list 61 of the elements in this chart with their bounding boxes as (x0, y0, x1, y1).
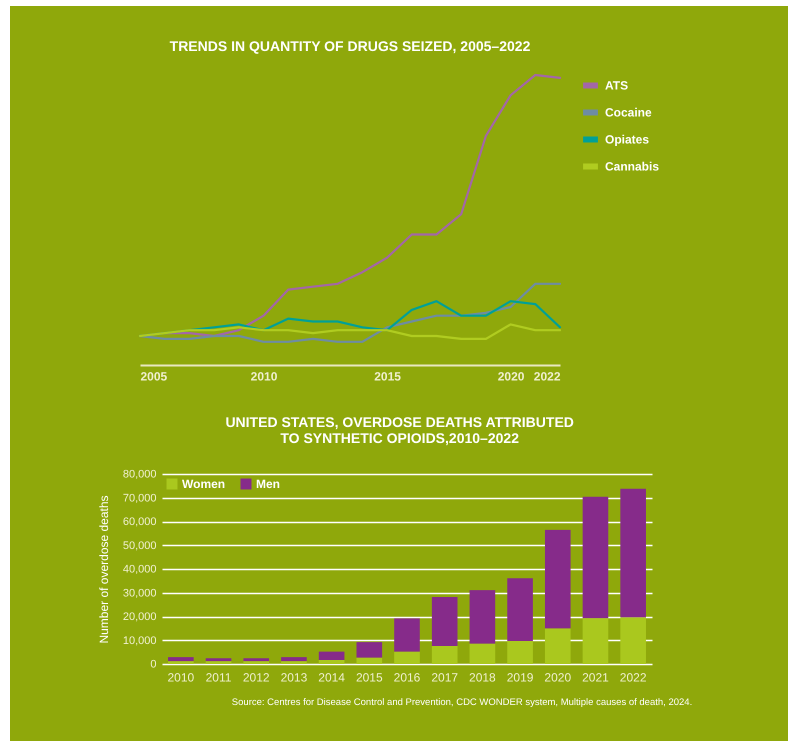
y-tick-label: 10,000 (122, 634, 156, 647)
bar (431, 597, 458, 646)
x-tick-label: 2014 (318, 670, 345, 684)
x-tick-label: 2015 (374, 370, 402, 384)
x-tick-label: 2022 (534, 370, 561, 384)
x-tick-label: 2020 (498, 370, 525, 384)
x-tick-label: 2012 (242, 670, 270, 684)
bar (544, 530, 570, 628)
bar (168, 657, 194, 662)
bar (394, 652, 420, 664)
chart-title: TRENDS IN QUANTITY OF DRUGS SEIZED, 2005–2022 (170, 38, 531, 54)
chart-title: UNITED STATES, OVERDOSE DEATHS ATTRIBUTED TO SYNTHETIC OPIOIDS,2010–2022 (224, 414, 574, 446)
bar (280, 657, 306, 662)
x-tick-label: 2013 (280, 670, 308, 684)
bar (356, 658, 382, 664)
bar (469, 590, 495, 644)
y-tick-label: 70,000 (122, 492, 156, 504)
legend-label: Opiates (605, 132, 650, 146)
y-tick-label: 50,000 (122, 540, 156, 552)
bar (469, 644, 495, 664)
bar (205, 661, 231, 664)
x-tick-label: 2015 (355, 670, 382, 684)
legend-label: Women (182, 477, 225, 491)
x-tick-label: 2019 (506, 670, 534, 684)
bar (506, 640, 532, 664)
bar (168, 661, 194, 664)
bar (280, 661, 306, 664)
bar (318, 652, 344, 660)
bar (506, 578, 532, 641)
x-tick-label: 2010 (166, 670, 194, 684)
bar (356, 642, 382, 658)
x-tick-label: 2018 (468, 670, 496, 684)
x-tick-label: 2021 (582, 670, 609, 684)
legend-label: Cocaine (605, 106, 652, 120)
legend-label: Men (256, 477, 280, 491)
bar (620, 617, 646, 664)
bar (620, 488, 646, 618)
x-tick-label: 2005 (140, 370, 168, 384)
y-tick-label: 30,000 (122, 587, 156, 600)
legend-label: ATS (605, 78, 628, 92)
bar (582, 496, 608, 618)
bar (582, 618, 608, 664)
bar (318, 660, 344, 664)
legend-label: Cannabis (605, 160, 660, 174)
y-axis-title: Number of overdose deaths (96, 495, 110, 644)
x-tick-label: 2017 (430, 670, 458, 684)
x-tick-label: 2022 (619, 670, 646, 684)
bar (431, 646, 458, 664)
y-tick-label: 40,000 (122, 564, 156, 576)
source-note: Source: Centres for Disease Control and Prevention, CDC WONDER system, Multiple causes of death, 2024. (231, 697, 692, 708)
bar (544, 628, 570, 664)
bar (394, 618, 420, 652)
x-tick-label: 2010 (250, 370, 278, 384)
x-tick-label: 2011 (205, 670, 232, 684)
x-tick-label: 2016 (393, 670, 420, 684)
y-tick-label: 0 (150, 658, 156, 670)
y-tick-label: 20,000 (122, 611, 156, 623)
bar (242, 661, 269, 664)
y-tick-label: 80,000 (122, 468, 156, 480)
y-tick-label: 60,000 (122, 516, 156, 528)
x-tick-label: 2020 (544, 670, 571, 684)
